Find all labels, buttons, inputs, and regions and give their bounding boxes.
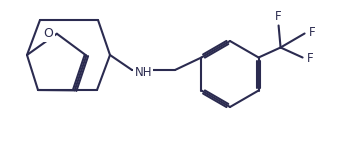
Text: O: O (43, 27, 53, 40)
Text: NH: NH (135, 66, 152, 78)
Text: F: F (275, 10, 282, 22)
Text: F: F (309, 26, 315, 39)
Text: F: F (307, 52, 313, 65)
